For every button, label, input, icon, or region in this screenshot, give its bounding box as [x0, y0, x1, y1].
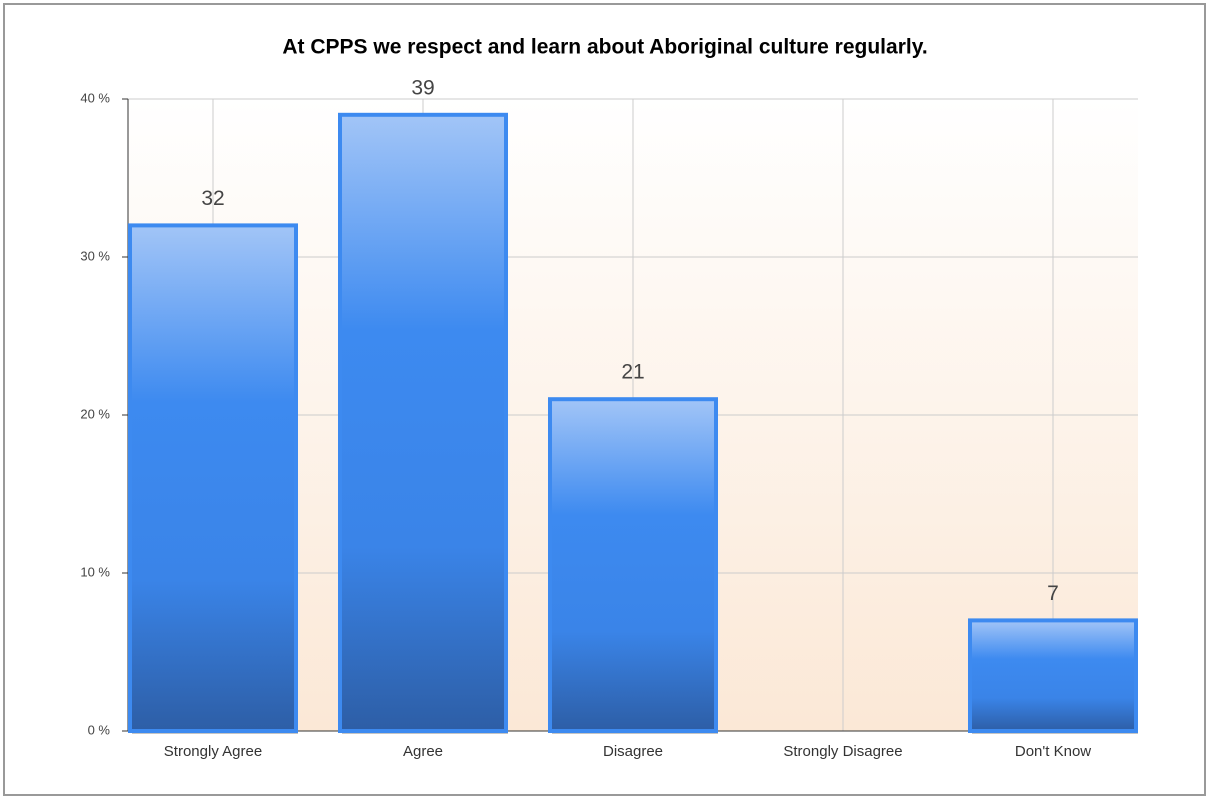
x-tick-label: Strongly Disagree — [783, 743, 902, 760]
y-tick-label: 0 % — [88, 722, 111, 737]
y-tick-label: 20 % — [80, 406, 110, 421]
bar — [968, 618, 1138, 734]
x-tick-label: Disagree — [603, 743, 663, 760]
chart-title: At CPPS we respect and learn about Abori… — [282, 36, 927, 59]
value-label: 7 — [1047, 582, 1059, 605]
x-tick-label: Agree — [403, 743, 443, 760]
value-label: 39 — [411, 76, 434, 99]
y-tick-label: 30 % — [80, 248, 110, 263]
x-tick-label: Strongly Agree — [164, 743, 262, 760]
y-tick-label: 40 % — [80, 90, 110, 105]
y-tick-label: 10 % — [80, 564, 110, 579]
value-label: 32 — [201, 187, 224, 210]
value-label: 21 — [621, 361, 644, 384]
bar — [338, 112, 508, 734]
bar — [548, 397, 718, 733]
x-tick-label: Don't Know — [1015, 743, 1091, 760]
bar — [128, 223, 298, 733]
